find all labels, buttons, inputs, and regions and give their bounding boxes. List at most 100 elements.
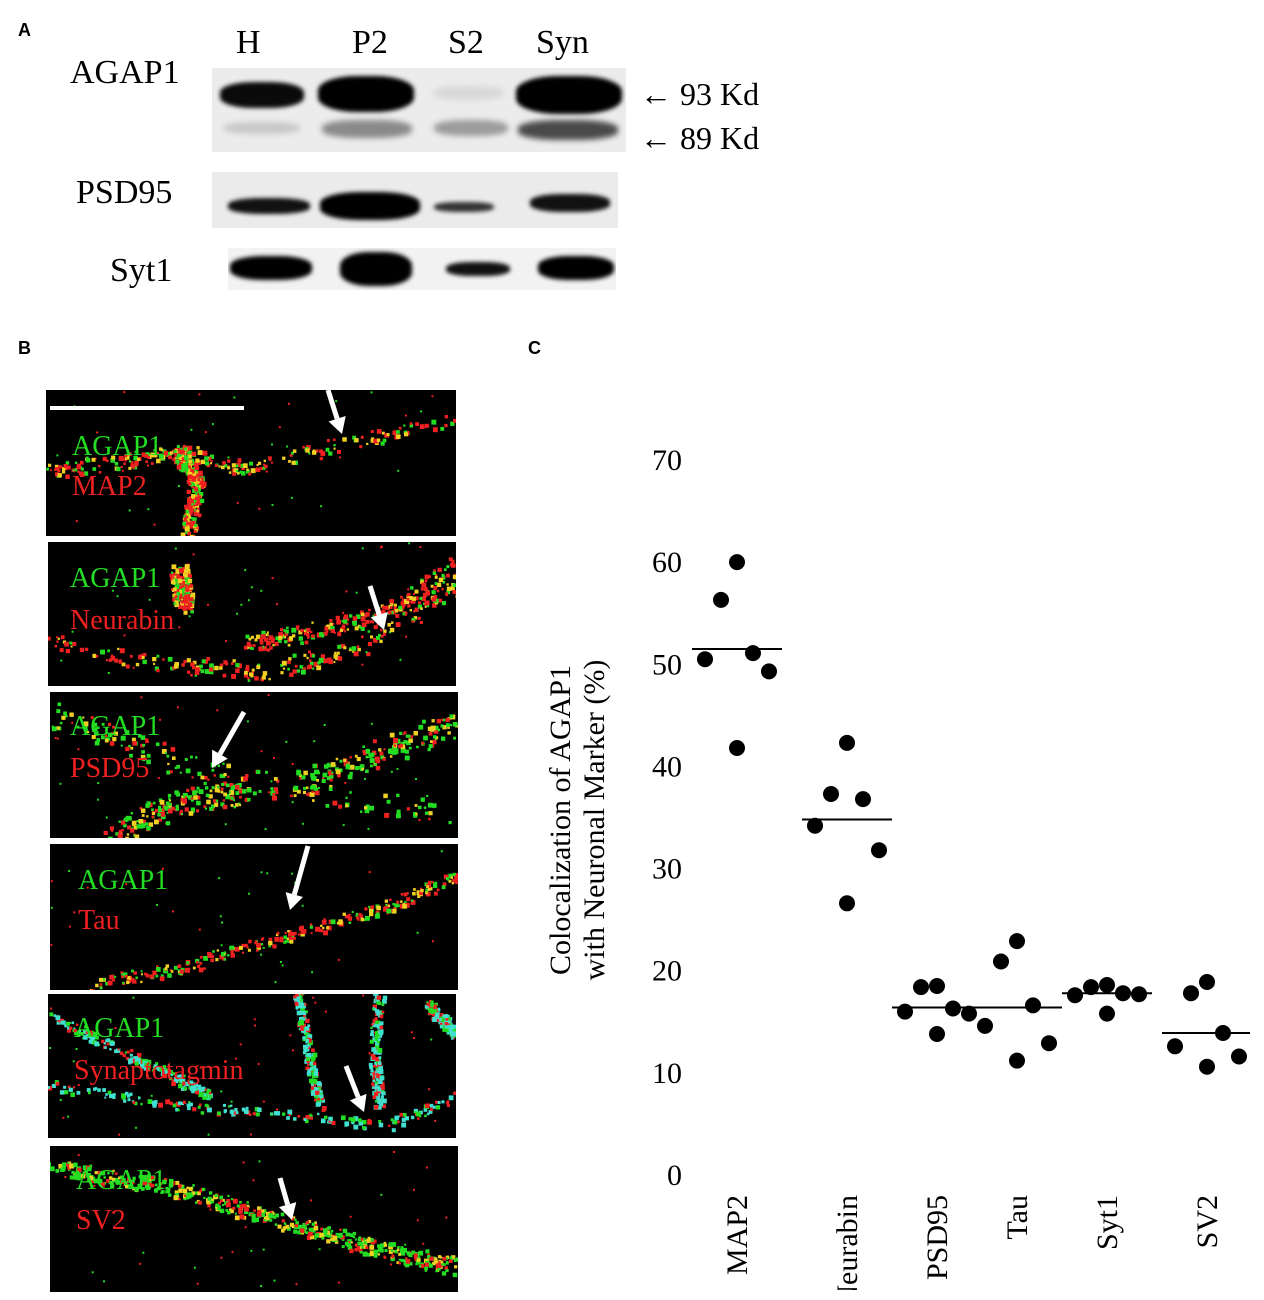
- fluorescence-speck: [129, 1092, 133, 1096]
- fluorescence-speck: [250, 1249, 253, 1252]
- micrograph-image: [50, 845, 458, 990]
- fluorescence-speck: [396, 767, 399, 770]
- fluorescence-speck: [177, 970, 181, 974]
- fluorescence-speck: [383, 793, 388, 799]
- fluorescence-speck: [57, 637, 60, 640]
- fluorescence-speck: [381, 1003, 385, 1007]
- fluorescence-speck: [229, 945, 235, 951]
- fluorescence-speck: [349, 1248, 354, 1254]
- fluorescence-speck: [343, 758, 347, 762]
- fluorescence-speck: [195, 1090, 199, 1095]
- fluorescence-speck: [173, 965, 178, 970]
- fluorescence-speck: [195, 756, 198, 759]
- fluorescence-speck: [191, 477, 197, 482]
- fluorescence-speck: [297, 1115, 301, 1118]
- fluorescence-speck: [50, 469, 53, 472]
- fluorescence-speck: [424, 1266, 428, 1271]
- fluorescence-speck: [147, 508, 150, 511]
- fluorescence-speck: [275, 933, 279, 937]
- fluorescence-speck: [145, 460, 148, 464]
- fluorescence-speck: [223, 660, 228, 665]
- fluorescence-speck: [192, 789, 196, 792]
- fluorescence-speck: [76, 464, 81, 470]
- fluorescence-speck: [388, 1242, 393, 1247]
- fluorescence-speck: [207, 954, 212, 958]
- fluorescence-speck: [437, 1266, 441, 1270]
- fluorescence-speck: [324, 1010, 327, 1013]
- fluorescence-speck: [283, 629, 287, 632]
- fluorescence-speck: [227, 459, 231, 463]
- fluorescence-speck: [190, 797, 193, 800]
- fluorescence-speck: [255, 634, 261, 640]
- fluorescence-speck: [312, 1079, 318, 1084]
- fluorescence-speck: [174, 589, 178, 594]
- fluorescence-speck: [120, 820, 126, 825]
- fluorescence-speck: [344, 782, 347, 784]
- fluorescence-speck: [433, 595, 438, 599]
- fluorescence-speck: [156, 1186, 161, 1191]
- fluorescence-speck: [309, 923, 313, 926]
- fluorescence-speck: [401, 1122, 407, 1128]
- fluorescence-speck: [428, 811, 433, 816]
- fluorescence-speck: [313, 661, 319, 667]
- fluorescence-speck: [388, 751, 391, 754]
- fluorescence-speck: [305, 448, 310, 453]
- fluorescence-speck: [425, 1249, 430, 1254]
- fluorescence-speck: [248, 939, 252, 944]
- data-point: [729, 554, 745, 571]
- data-point: [729, 740, 745, 756]
- fluorescence-speck: [361, 635, 364, 639]
- fluorescence-speck: [446, 583, 449, 586]
- fluorescence-speck: [245, 1106, 249, 1110]
- fluorescence-speck: [329, 784, 333, 789]
- fluorescence-speck: [114, 1049, 118, 1054]
- fluorescence-speck: [352, 616, 358, 621]
- fluorescence-speck: [343, 617, 346, 620]
- fluorescence-speck: [127, 744, 131, 748]
- fluorescence-speck: [380, 1193, 383, 1196]
- data-point: [897, 1003, 913, 1020]
- fluorescence-speck: [309, 1054, 312, 1057]
- fluorescence-speck: [56, 640, 59, 643]
- fluorescence-speck: [286, 626, 289, 630]
- band-s2-psd95: [434, 202, 494, 212]
- fluorescence-speck: [428, 817, 431, 821]
- fluorescence-speck: [182, 567, 187, 572]
- fluorescence-speck: [445, 1255, 449, 1259]
- fluorescence-speck: [50, 1007, 53, 1010]
- fluorescence-speck: [295, 1221, 299, 1225]
- fluorescence-speck: [134, 1186, 139, 1192]
- fluorescence-speck: [383, 1243, 388, 1247]
- fluorescence-speck: [437, 1101, 441, 1104]
- fluorescence-speck: [369, 758, 375, 763]
- fluorescence-speck: [166, 754, 170, 758]
- fluorescence-speck: [441, 588, 444, 591]
- fluorescence-speck: [257, 1063, 260, 1065]
- fluorescence-speck: [106, 459, 109, 463]
- fluorescence-speck: [380, 1085, 385, 1091]
- fluorescence-speck: [88, 1091, 91, 1095]
- fluorescence-speck: [444, 423, 448, 428]
- panel-letter-b: B: [18, 338, 31, 358]
- fluorescence-speck: [89, 1032, 94, 1037]
- fluorescence-speck: [448, 873, 453, 879]
- fluorescence-speck: [191, 496, 194, 500]
- fluorescence-speck: [189, 597, 194, 602]
- fluorescence-speck: [347, 1241, 350, 1244]
- fluorescence-speck: [221, 951, 226, 957]
- fluorescence-speck: [190, 673, 193, 677]
- fluorescence-speck: [274, 981, 277, 984]
- fluorescence-speck: [110, 656, 116, 661]
- fluorescence-speck: [168, 802, 172, 806]
- fluorescence-speck: [73, 1027, 76, 1030]
- fluorescence-speck: [400, 900, 403, 903]
- fluorescence-speck: [174, 1076, 179, 1082]
- fluorescence-speck: [50, 1162, 51, 1167]
- fluorescence-speck: [440, 1021, 444, 1025]
- fluorescence-speck: [400, 1258, 404, 1262]
- fluorescence-speck: [260, 938, 264, 941]
- fluorescence-speck: [415, 1259, 421, 1265]
- fluorescence-speck: [120, 465, 123, 468]
- fluorescence-speck: [293, 1229, 298, 1234]
- fluorescence-speck: [154, 666, 159, 671]
